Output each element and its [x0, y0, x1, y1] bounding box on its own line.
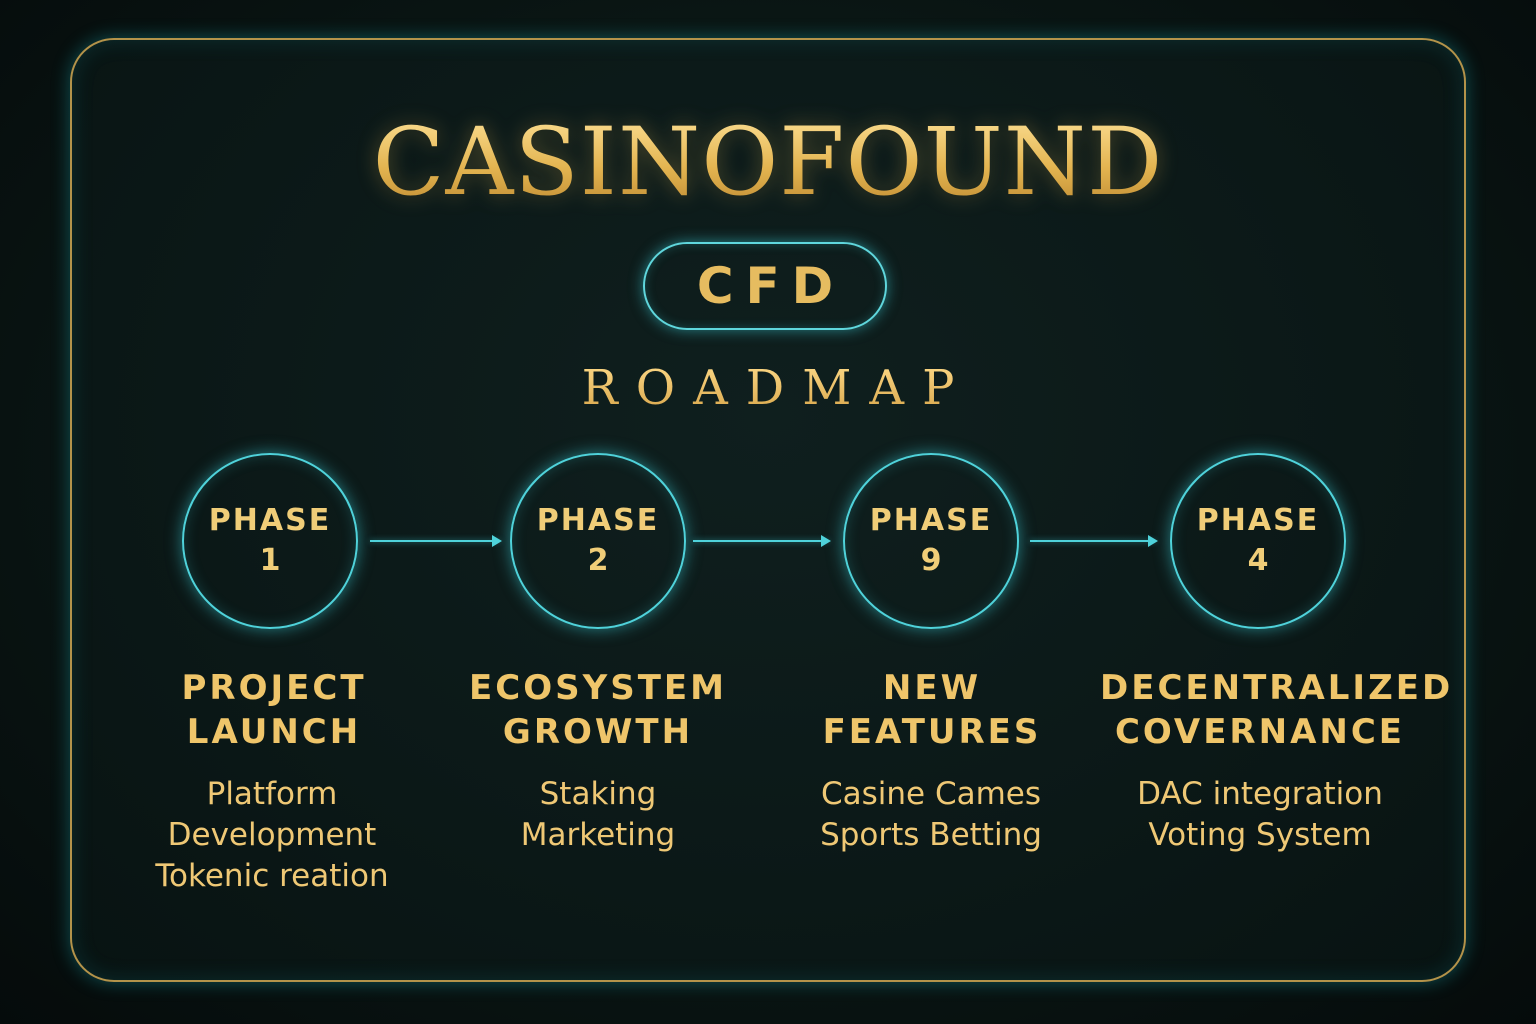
phase-2-number: 2 — [587, 543, 609, 578]
phase-2-heading-line1: ECOSYSTEM — [469, 668, 727, 708]
phase-4-heading: DECENTRALIZED COVERNANCE — [1100, 666, 1454, 754]
phase-3-item: Casine Cames — [820, 776, 1042, 812]
phase-3-heading-line1: NEW — [882, 668, 982, 708]
phase-4-label: PHASE — [1196, 503, 1320, 538]
phase-1-item: Platform — [206, 776, 338, 812]
phase-3-item: Sports Betting — [820, 817, 1042, 853]
arrow-2-to-3 — [693, 535, 831, 547]
phase-4-item: Voting System — [1148, 817, 1372, 853]
phase-1-number: 1 — [259, 543, 281, 578]
phase-2-circle: PHASE 2 — [510, 453, 686, 629]
phase-4-circle: PHASE 4 — [1170, 453, 1346, 629]
phase-1-heading: PROJECT LAUNCH — [114, 666, 434, 754]
phase-1-item: Development — [167, 817, 377, 853]
arrow-1-to-2 — [370, 535, 502, 547]
roadmap-subtitle: ROADMAP — [0, 360, 1536, 416]
phase-2-heading-line2: GROWTH — [502, 712, 694, 752]
phase-1-label: PHASE — [208, 503, 332, 538]
arrow-3-to-4 — [1030, 535, 1158, 547]
ticker-badge: CFD — [643, 242, 887, 330]
phase-4-items: DAC integration Voting System — [1100, 774, 1420, 856]
phase-2-heading: ECOSYSTEM GROWTH — [438, 666, 758, 754]
phase-1-item: Tokenic reation — [155, 858, 389, 894]
phase-3-heading: NEW FEATURES — [772, 666, 1092, 754]
phase-3-number: 9 — [920, 543, 942, 578]
phase-1-items: Platform Development Tokenic reation — [112, 774, 432, 897]
phase-3-label: PHASE — [869, 503, 993, 538]
phase-4-item: DAC integration — [1137, 776, 1383, 812]
phase-4-number: 4 — [1247, 543, 1269, 578]
page-title: CASINOFOUND — [0, 108, 1536, 217]
phase-4-heading-line1: DECENTRALIZED — [1100, 668, 1454, 708]
phase-3-items: Casine Cames Sports Betting — [771, 774, 1091, 856]
phase-4-heading-line2: COVERNANCE — [1114, 712, 1406, 752]
phase-2-item: Staking — [539, 776, 657, 812]
phase-2-item: Marketing — [520, 817, 676, 853]
phase-2-label: PHASE — [536, 503, 660, 538]
phase-3-circle: PHASE 9 — [843, 453, 1019, 629]
phase-2-items: Staking Marketing — [438, 774, 758, 856]
phase-1-heading-line1: PROJECT — [181, 668, 367, 708]
phase-1-heading-line2: LAUNCH — [186, 712, 362, 752]
phase-1-circle: PHASE 1 — [182, 453, 358, 629]
phase-3-heading-line2: FEATURES — [822, 712, 1042, 752]
